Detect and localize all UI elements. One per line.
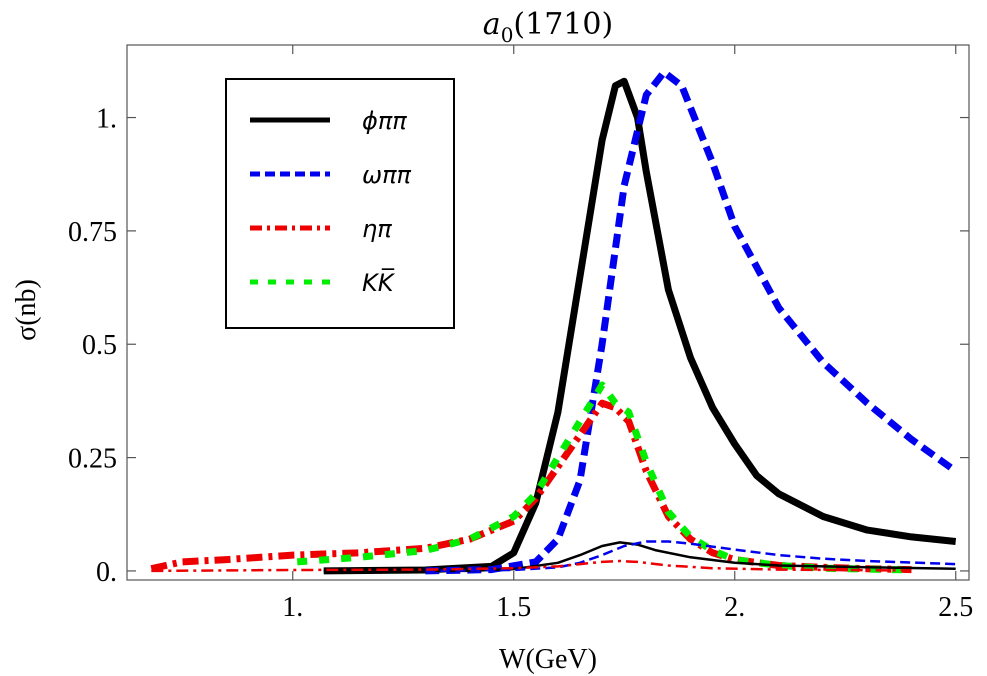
chart-title-rest: (1710) [513, 7, 613, 42]
chart-title-sub: 0 [501, 23, 514, 47]
y-axis-label: σ(nb) [11, 279, 42, 341]
series-line-6-thin [151, 559, 912, 573]
series-line-0-thick [323, 77, 957, 575]
x-axis-label: W(GeV) [499, 644, 597, 675]
x-tick-label: 1.5 [496, 592, 531, 623]
legend-label: ωππ [362, 161, 412, 189]
x-tick-label: 1. [282, 592, 303, 623]
y-tick-label: 0.75 [68, 217, 117, 248]
y-tick-label: 1. [96, 104, 117, 135]
series-line-1-thick [425, 68, 958, 575]
legend-box [225, 78, 455, 329]
series-line-2-thick [150, 399, 912, 574]
axis-ticks: 1. 1.5 2. 2.5 0. 0.25 0.5 0.75 1. [68, 45, 973, 623]
series-line-3-thick [296, 381, 912, 574]
chart-title-main: a [483, 7, 501, 42]
legend-label: KK̅ [362, 268, 396, 297]
plot-frame [126, 44, 970, 581]
x-tick-label: 2.5 [938, 592, 973, 623]
series-curves [150, 68, 958, 575]
legend-label: ϕππ [362, 107, 407, 135]
y-tick-label: 0. [96, 557, 117, 588]
chart-title: a0(1710) [483, 7, 613, 47]
legend-label: ηπ [362, 215, 392, 243]
y-tick-label: 0.25 [68, 444, 117, 475]
legend: ϕππ ωππ ηπ KK̅ [225, 78, 455, 329]
x-tick-label: 2. [724, 592, 745, 623]
y-tick-label: 0.5 [82, 330, 117, 361]
